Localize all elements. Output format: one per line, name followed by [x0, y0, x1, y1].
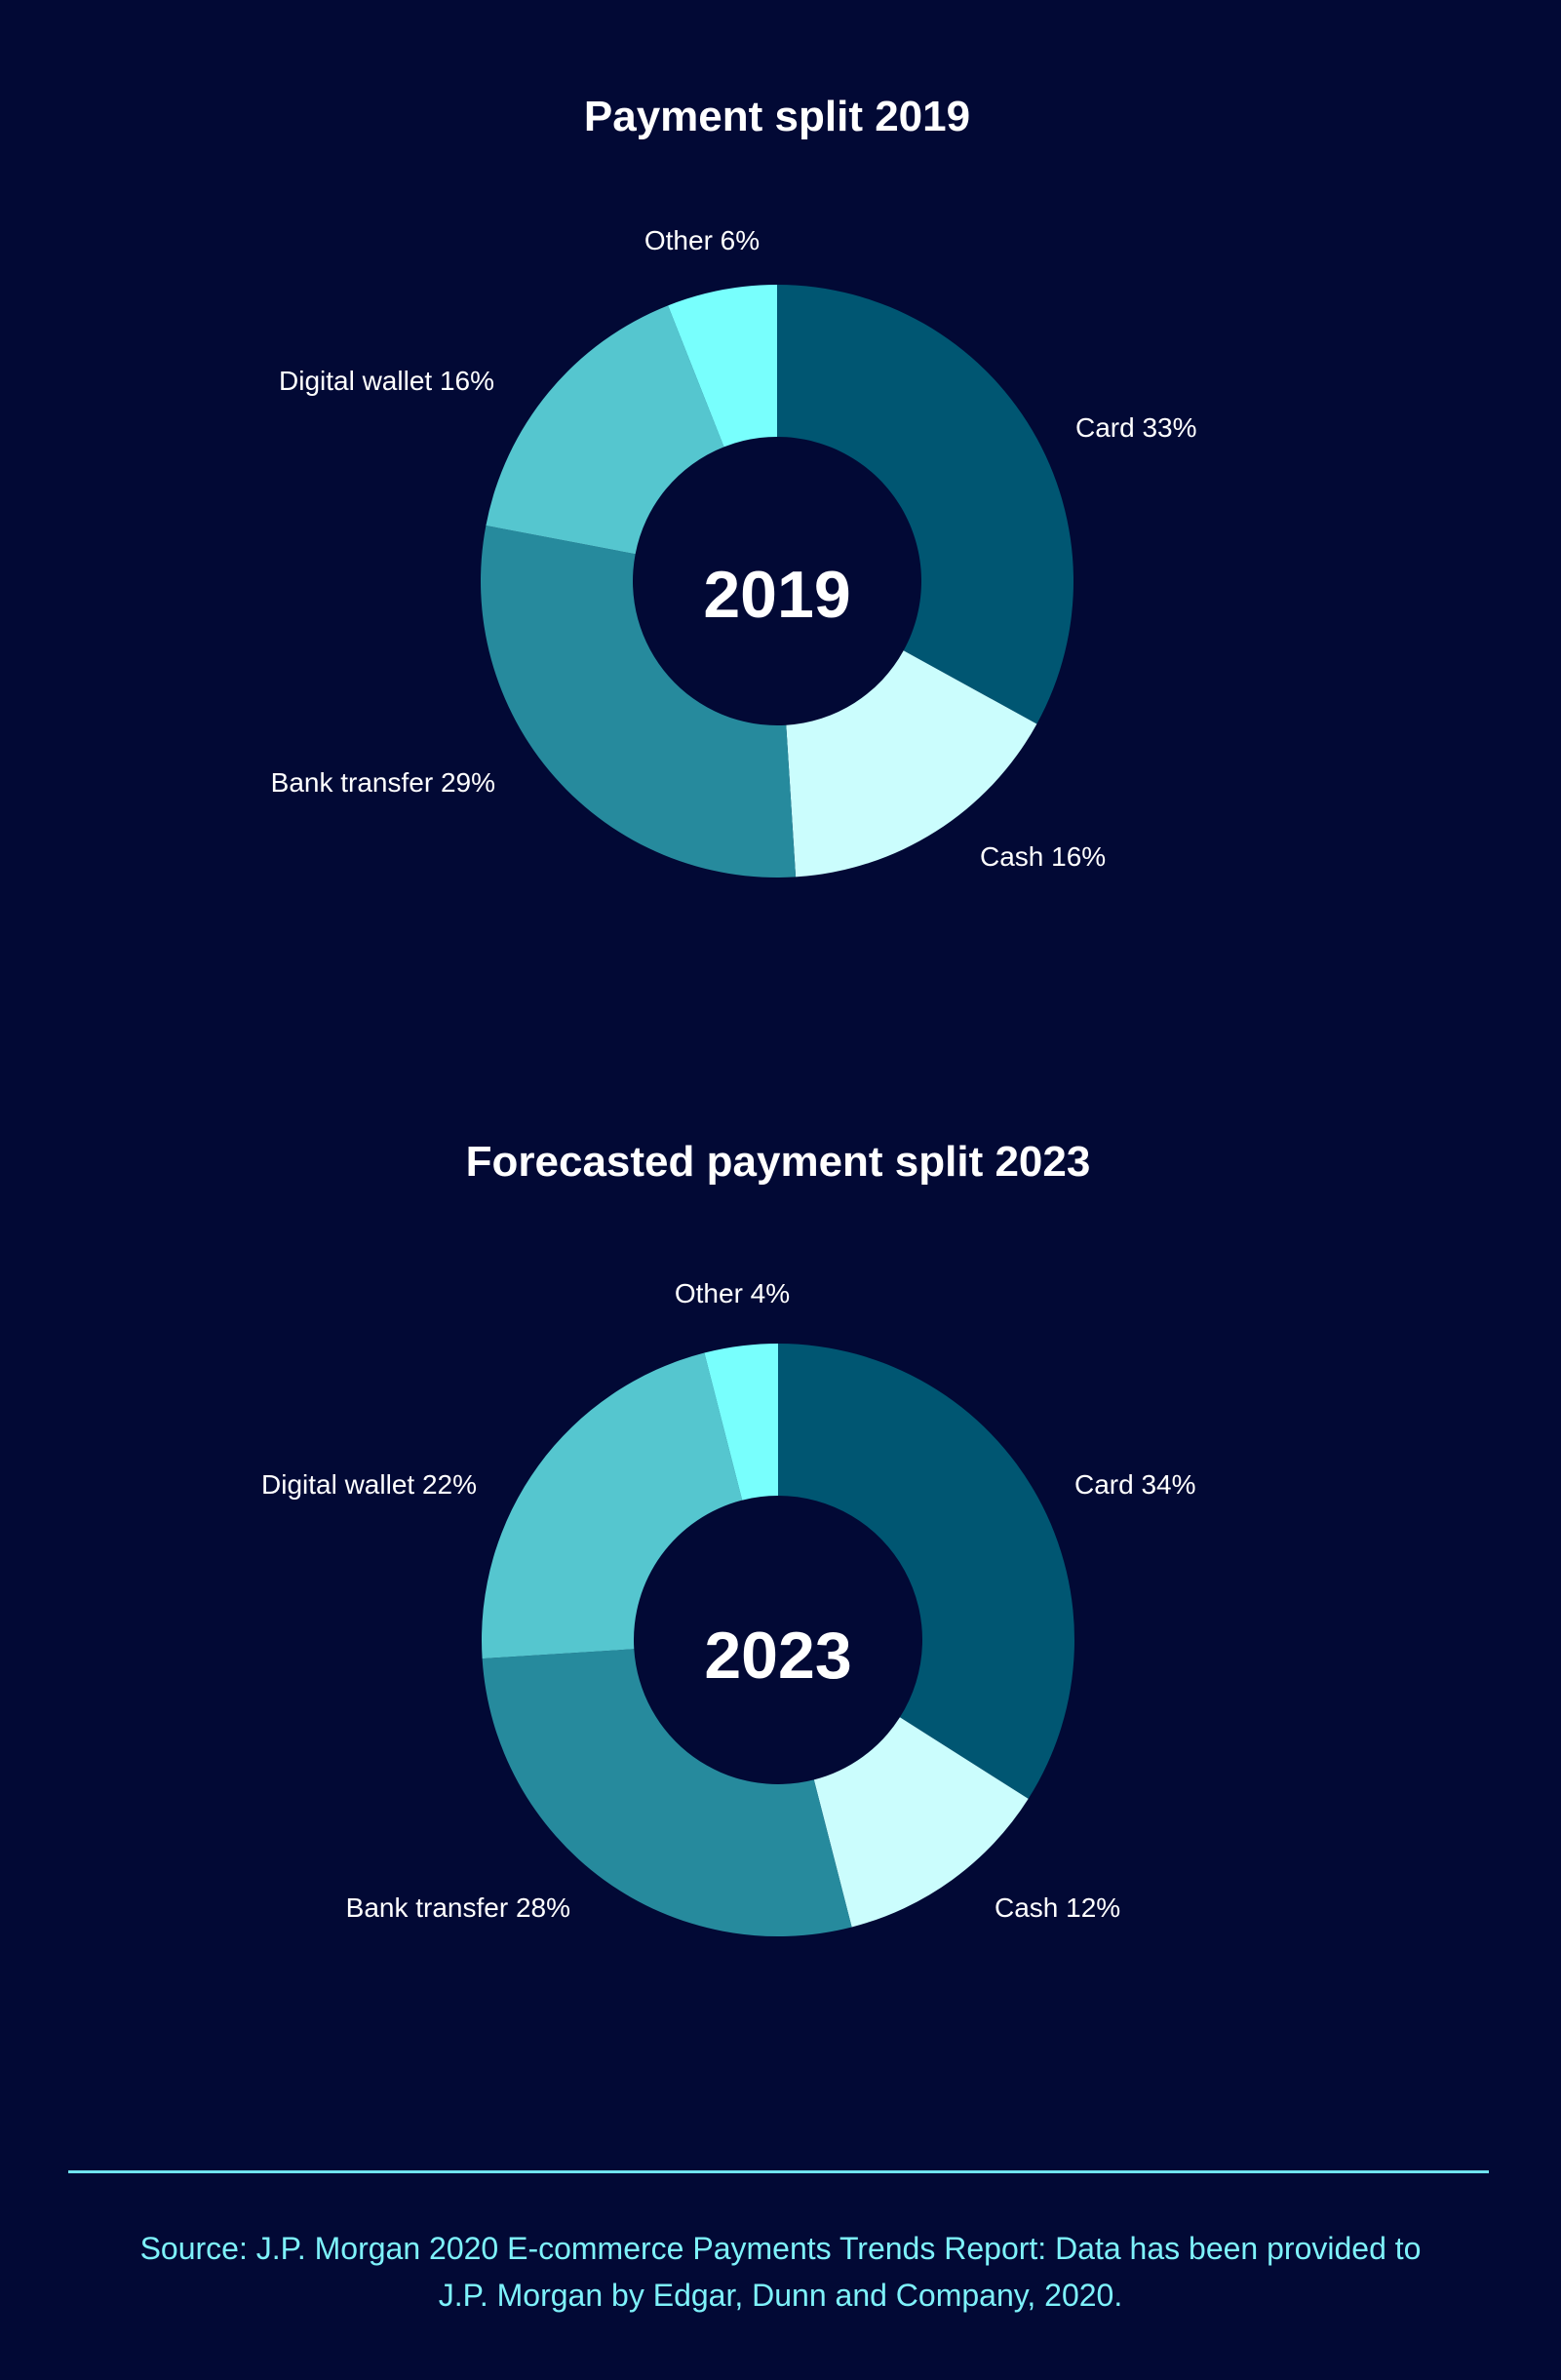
- chart-title-2023: Forecasted payment split 2023: [466, 1138, 1091, 1186]
- slice-label-cash-2023: Cash 12%: [995, 1892, 1120, 1923]
- source-line-2: J.P. Morgan by Edgar, Dunn and Company, …: [438, 2278, 1123, 2313]
- footer-divider: [68, 2170, 1489, 2173]
- slice-cash-2023: [813, 1717, 1029, 1928]
- slice-digital-wallet-2023: [482, 1352, 743, 1659]
- center-year-label-2019: 2019: [703, 558, 850, 632]
- slice-label-card-2019: Card 33%: [1075, 412, 1197, 443]
- slice-label-bank-transfer-2023: Bank transfer 28%: [346, 1892, 570, 1923]
- center-year-label-2023: 2023: [704, 1619, 851, 1693]
- slice-bank-transfer-2023: [482, 1649, 852, 1936]
- source-line-1: Source: J.P. Morgan 2020 E-commerce Paym…: [139, 2231, 1422, 2266]
- slice-digital-wallet-2019: [486, 305, 724, 555]
- donut-chart-2023: Forecasted payment split 2023 Card 34% Cas…: [261, 1138, 1196, 1936]
- slice-cash-2019: [786, 650, 1037, 878]
- slice-label-card-2023: Card 34%: [1074, 1469, 1196, 1500]
- source-note: Source: J.P. Morgan 2020 E-commerce Paym…: [78, 2225, 1483, 2319]
- slice-card-2023: [778, 1344, 1075, 1799]
- slice-label-cash-2019: Cash 16%: [980, 841, 1106, 872]
- slice-card-2019: [777, 285, 1073, 724]
- slice-label-digital-wallet-2023: Digital wallet 22%: [261, 1469, 477, 1500]
- slice-other-2023: [704, 1344, 778, 1501]
- slice-bank-transfer-2019: [481, 526, 797, 878]
- slice-label-other-2019: Other 6%: [644, 225, 760, 255]
- slice-label-other-2023: Other 4%: [675, 1278, 790, 1308]
- donut-chart-2019: Payment split 2019 Card 33% Cash 16% Bank t…: [271, 93, 1197, 878]
- slice-other-2019: [668, 285, 777, 448]
- slice-label-digital-wallet-2019: Digital wallet 16%: [279, 366, 494, 396]
- slice-label-bank-transfer-2019: Bank transfer 29%: [271, 767, 495, 798]
- chart-title-2019: Payment split 2019: [584, 93, 970, 140]
